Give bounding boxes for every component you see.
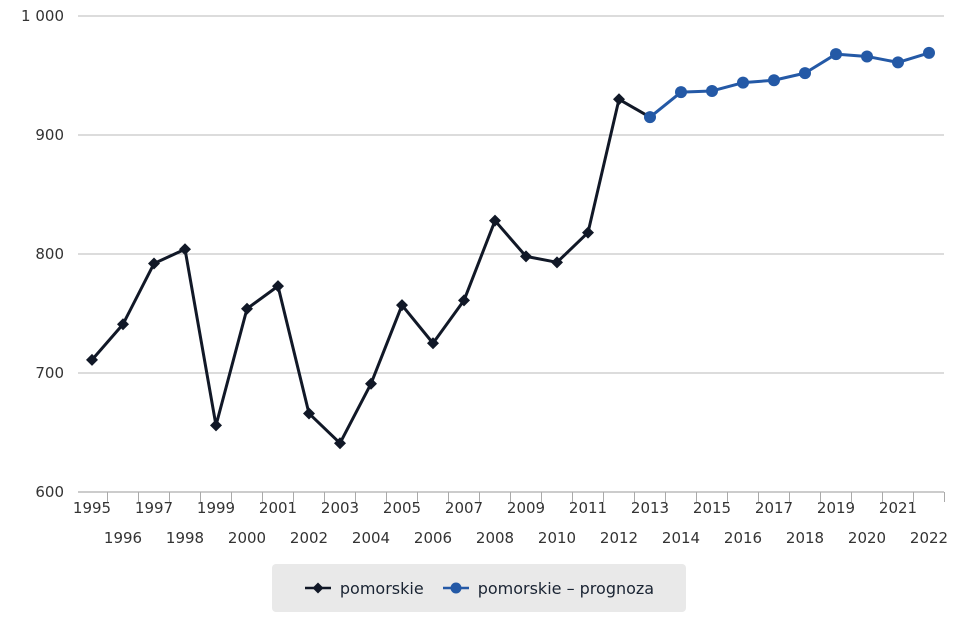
legend: pomorskie pomorskie – prognoza — [272, 564, 686, 612]
x-tick-label: 1996 — [104, 529, 142, 547]
data-point-diamond[interactable] — [427, 337, 439, 350]
y-tick-label: 1 000 — [21, 7, 64, 25]
series-line — [90, 97, 651, 445]
x-tick-label: 2019 — [817, 499, 855, 517]
data-point-circle[interactable] — [737, 76, 749, 89]
data-point-circle[interactable] — [675, 86, 687, 99]
line-chart: 600 700 800 900 1 000 1995 1996 1997 1998 1999 20… — [21, 7, 948, 547]
x-tick-label: 2021 — [879, 499, 917, 517]
gridlines — [78, 15, 944, 493]
x-tick-label: 1997 — [135, 499, 173, 517]
x-tick-label: 1995 — [73, 499, 111, 517]
series-pomorskie — [86, 93, 656, 450]
x-tick-label: 2000 — [228, 529, 266, 547]
y-tick-label: 900 — [35, 126, 64, 144]
x-tick-label: 2002 — [290, 529, 328, 547]
x-tick-label: 2018 — [786, 529, 824, 547]
data-point-circle[interactable] — [861, 50, 873, 63]
series-layer — [86, 46, 935, 450]
legend-item-pomorskie-prognoza[interactable]: pomorskie – prognoza — [442, 579, 654, 598]
data-point-diamond[interactable] — [117, 318, 129, 331]
x-tick-label: 2005 — [383, 499, 421, 517]
data-point-diamond[interactable] — [458, 294, 470, 307]
x-tick-label: 2012 — [600, 529, 638, 547]
y-tick-label: 800 — [35, 245, 64, 263]
x-axis-ticks: 1995 1996 1997 1998 1999 2000 2001 2002 2003 2004… — [73, 492, 948, 547]
x-tick-label: 2014 — [662, 529, 700, 547]
x-tick-label: 2008 — [476, 529, 514, 547]
data-point-diamond[interactable] — [396, 299, 408, 312]
data-point-diamond[interactable] — [148, 257, 160, 270]
data-point-diamond[interactable] — [86, 353, 98, 366]
x-tick-label: 2022 — [910, 529, 948, 547]
data-point-diamond[interactable] — [365, 377, 377, 390]
legend-item-pomorskie[interactable]: pomorskie — [304, 579, 424, 598]
x-tick-label: 2015 — [693, 499, 731, 517]
x-tick-label: 2020 — [848, 529, 886, 547]
legend-label-pomorskie-prognoza: pomorskie – prognoza — [477, 578, 655, 598]
data-point-diamond[interactable] — [582, 226, 594, 239]
x-tick-label: 2001 — [259, 499, 297, 517]
data-point-diamond[interactable] — [489, 214, 501, 227]
data-point-circle[interactable] — [923, 46, 935, 59]
data-point-circle[interactable] — [830, 48, 842, 61]
y-tick-label: 700 — [35, 364, 64, 382]
x-tick-label: 2006 — [414, 529, 452, 547]
x-tick-label: 1999 — [197, 499, 235, 517]
data-point-diamond[interactable] — [179, 243, 191, 256]
data-point-circle[interactable] — [892, 56, 904, 69]
data-point-circle[interactable] — [644, 111, 656, 124]
x-tick-label: 2004 — [352, 529, 390, 547]
x-tick-label: 2016 — [724, 529, 762, 547]
data-point-diamond[interactable] — [520, 250, 532, 263]
series-line — [649, 51, 930, 119]
y-tick-label: 600 — [35, 483, 64, 501]
x-tick-label: 2017 — [755, 499, 793, 517]
y-axis-ticks: 600 700 800 900 1 000 — [21, 7, 64, 501]
data-point-diamond[interactable] — [303, 407, 315, 420]
data-point-circle[interactable] — [799, 67, 811, 80]
data-point-circle[interactable] — [706, 84, 718, 97]
data-point-diamond[interactable] — [551, 256, 563, 269]
legend-label-pomorskie: pomorskie — [339, 578, 424, 598]
legend-diamond-marker-icon — [304, 582, 331, 594]
x-tick-label: 1998 — [166, 529, 204, 547]
data-point-circle[interactable] — [768, 74, 780, 87]
data-point-diamond[interactable] — [613, 93, 625, 106]
data-point-diamond[interactable] — [334, 437, 346, 450]
data-point-diamond[interactable] — [272, 280, 284, 293]
x-tick-label: 2003 — [321, 499, 359, 517]
series-pomorskie-prognoza — [644, 46, 935, 124]
x-tick-label: 2010 — [538, 529, 576, 547]
legend-circle-marker-icon — [442, 582, 469, 594]
x-tick-label: 2011 — [569, 499, 607, 517]
data-point-diamond[interactable] — [241, 302, 253, 315]
x-tick-label: 2007 — [445, 499, 483, 517]
data-point-diamond[interactable] — [210, 419, 222, 432]
x-tick-label: 2013 — [631, 499, 669, 517]
x-tick-label: 2009 — [507, 499, 545, 517]
